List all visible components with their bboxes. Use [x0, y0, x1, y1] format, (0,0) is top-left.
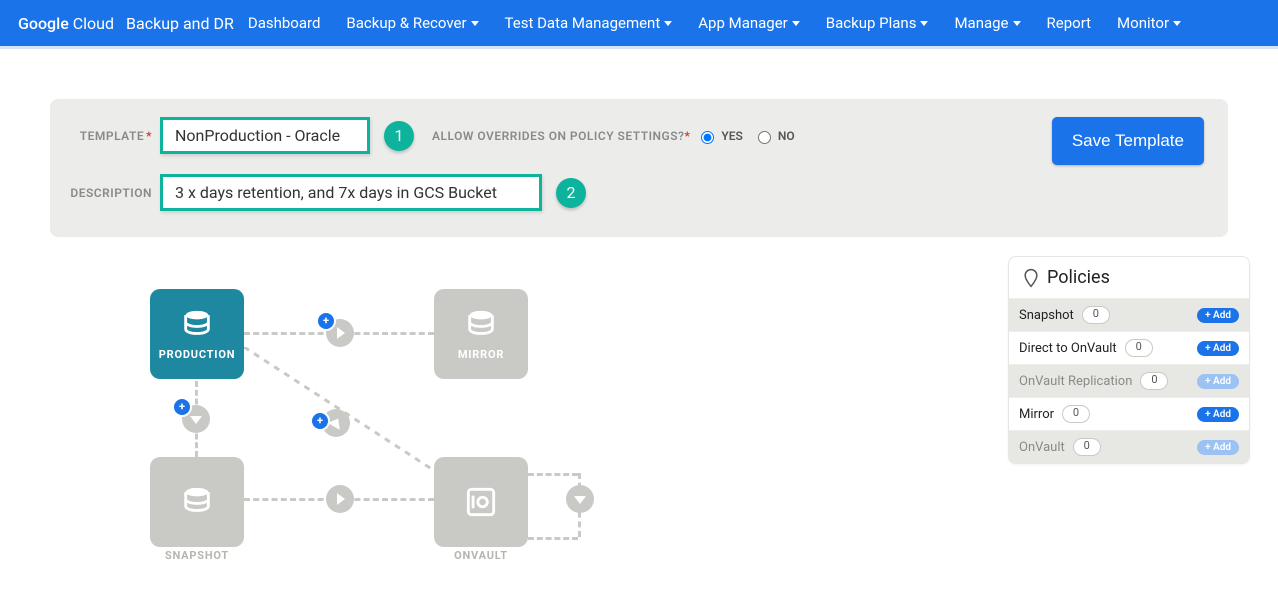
node-mirror-wrap: MIRROR [434, 289, 528, 379]
nav-item-label: Backup Plans [826, 14, 917, 32]
nav-manage[interactable]: Manage [954, 14, 1020, 32]
database-icon [180, 308, 214, 342]
nav-item-label: Report [1047, 14, 1092, 32]
description-row: DESCRIPTION 3 x days retention, and 7x d… [74, 174, 1204, 211]
description-input[interactable]: 3 x days retention, and 7x days in GCS B… [160, 174, 542, 211]
policy-row: Mirror 0 + Add [1009, 397, 1249, 430]
template-label: TEMPLATE [74, 129, 152, 143]
template-row: TEMPLATE NonProduction - Oracle 1 ALLOW … [74, 117, 1204, 154]
policy-label: Snapshot [1019, 308, 1074, 323]
nav-report[interactable]: Report [1047, 14, 1092, 32]
policy-add-button[interactable]: + Add [1197, 308, 1239, 323]
nav-item-label: App Manager [698, 14, 788, 32]
policy-label: Direct to OnVault [1019, 341, 1117, 356]
nav-item-label: Monitor [1117, 14, 1169, 32]
policy-label: OnVault Replication [1019, 374, 1132, 389]
chevron-down-icon [471, 21, 479, 26]
chevron-down-icon [664, 21, 672, 26]
nav-dashboard[interactable]: Dashboard [248, 14, 321, 32]
policy-row: OnVault Replication 0 + Add [1009, 364, 1249, 397]
policy-count-badge: 0 [1125, 339, 1153, 357]
nav-backup-recover[interactable]: Backup & Recover [346, 14, 478, 32]
node-mirror-label: MIRROR [458, 348, 504, 361]
allow-overrides-radios: YES NO [696, 128, 794, 144]
policy-label: OnVault [1019, 440, 1065, 455]
template-input[interactable]: NonProduction - Oracle [160, 117, 370, 154]
policy-row: OnVault 0 + Add [1009, 430, 1249, 463]
policy-count-badge: 0 [1062, 405, 1090, 423]
policy-count-badge: 0 [1073, 438, 1101, 456]
chevron-down-icon [1173, 21, 1181, 26]
node-onvault-wrap: ONVAULT [434, 457, 528, 562]
save-template-button[interactable]: Save Template [1052, 117, 1204, 165]
node-snapshot-label: SNAPSHOT [150, 549, 244, 562]
policy-add-button[interactable]: + Add [1197, 341, 1239, 356]
chevron-down-icon [1013, 21, 1021, 26]
nav-item-label: Manage [954, 14, 1008, 32]
nav-monitor[interactable]: Monitor [1117, 14, 1181, 32]
policy-add-button: + Add [1197, 440, 1239, 455]
policy-label: Mirror [1019, 407, 1054, 422]
node-snapshot[interactable] [150, 457, 244, 547]
node-snapshot-wrap: SNAPSHOT [150, 457, 244, 562]
node-production[interactable]: PRODUCTION [150, 289, 244, 379]
policy-add-button[interactable]: + Add [1197, 407, 1239, 422]
nav-item-label: Test Data Management [505, 14, 661, 32]
database-icon [180, 485, 214, 519]
policy-row: Snapshot 0 + Add [1009, 298, 1249, 331]
chevron-down-icon [792, 21, 800, 26]
database-icon [464, 308, 498, 342]
callout-1: 1 [384, 121, 414, 151]
connector-line [528, 473, 578, 476]
nav-test-data-management[interactable]: Test Data Management [505, 14, 673, 32]
nav-menu: Dashboard Backup & Recover Test Data Manag… [248, 14, 1181, 32]
policy-count-badge: 0 [1082, 306, 1110, 324]
node-mirror[interactable]: MIRROR [434, 289, 528, 379]
connector-play[interactable] [326, 485, 354, 513]
template-form-panel: Save Template TEMPLATE NonProduction - O… [50, 99, 1228, 237]
chevron-down-icon [920, 21, 928, 26]
vault-icon [462, 483, 500, 521]
connector-line [528, 537, 578, 540]
policies-header: Policies [1009, 257, 1249, 298]
node-production-label: PRODUCTION [159, 348, 236, 361]
nav-backup-plans[interactable]: Backup Plans [826, 14, 929, 32]
brand: Google Cloud Backup and DR [18, 14, 234, 33]
policy-add-button: + Add [1197, 374, 1239, 389]
allow-overrides-label: ALLOW OVERRIDES ON POLICY SETTINGS?* [432, 129, 690, 143]
add-icon[interactable]: + [318, 313, 334, 329]
radio-no[interactable]: NO [753, 128, 795, 144]
node-onvault-label: ONVAULT [434, 549, 528, 562]
nav-app-manager[interactable]: App Manager [698, 14, 800, 32]
add-icon[interactable]: + [312, 413, 328, 429]
add-icon[interactable]: + [174, 399, 190, 415]
tag-icon [1021, 268, 1041, 288]
connector-down[interactable] [566, 485, 594, 513]
description-label: DESCRIPTION [46, 186, 152, 200]
radio-yes-label: YES [721, 129, 742, 143]
radio-no-label: NO [778, 129, 795, 143]
brand-product: Backup and DR [126, 14, 234, 33]
allow-overrides-text: ALLOW OVERRIDES ON POLICY SETTINGS? [432, 129, 684, 143]
top-nav: Google Cloud Backup and DR Dashboard Back… [0, 0, 1278, 49]
policies-panel: Policies Snapshot0+ AddDirect to OnVault… [1008, 256, 1250, 464]
policies-title: Policies [1047, 267, 1110, 288]
nav-item-label: Dashboard [248, 14, 321, 32]
policy-count-badge: 0 [1140, 372, 1168, 390]
callout-2: 2 [556, 178, 586, 208]
radio-yes[interactable]: YES [696, 128, 742, 144]
policy-row: Direct to OnVault 0 + Add [1009, 331, 1249, 364]
node-onvault[interactable] [434, 457, 528, 547]
nav-item-label: Backup & Recover [346, 14, 466, 32]
brand-google-cloud: Google Cloud [18, 14, 114, 33]
